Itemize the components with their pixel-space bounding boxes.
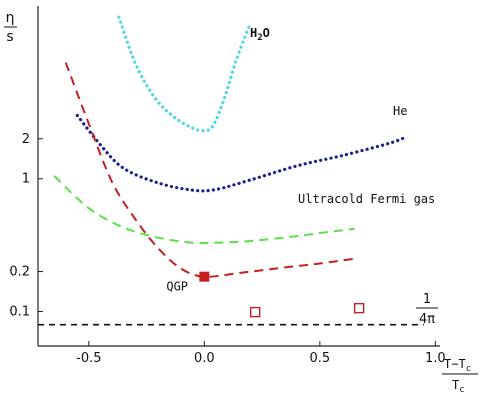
open-square-marker — [249, 306, 261, 318]
x-tick-label: 1.0 — [425, 351, 446, 366]
qgp-marker — [199, 271, 210, 282]
x-tick-label: -0.5 — [76, 351, 101, 366]
series-line-he — [75, 113, 407, 193]
kss-bound-label-denominator: 4π — [419, 312, 435, 327]
qgp-label: QGP — [166, 280, 188, 294]
ultracold-fermi-gas-label: Ultracold Fermi gas — [298, 192, 435, 206]
he-label: He — [393, 104, 407, 118]
x-axis-label-denominator: Tc — [452, 378, 465, 395]
markers-layer — [199, 271, 365, 318]
open-square-marker — [353, 302, 365, 314]
y-tick-label: 2 — [22, 132, 30, 147]
x-tick-label: 0.5 — [310, 351, 331, 366]
x-tick-label: 0.0 — [194, 351, 215, 366]
labels-layer: ηs T−Tc Tc H2O He Ultracold Fermi gas 1 4π QGP — [4, 10, 478, 395]
y-tick-label: 0.1 — [9, 305, 30, 320]
series-line-h2o — [117, 15, 253, 133]
series-layer — [38, 15, 424, 326]
x-axis-label-numerator: T−Tc — [444, 357, 471, 374]
axes: -0.5 0.0 0.5 1.0 0.1 0.2 1 2 — [9, 6, 446, 366]
series-line-qgp — [64, 62, 355, 278]
y-tick-label: 1 — [22, 172, 30, 187]
series-line-ultracold-fermi-gas — [53, 175, 355, 245]
y-axis-label-numerator: η — [6, 10, 15, 26]
y-tick-label: 0.2 — [9, 265, 30, 280]
kss-bound-label-numerator: 1 — [423, 292, 431, 307]
y-axis-label-denominator: s — [6, 29, 13, 45]
h2o-label: H2O — [250, 26, 270, 43]
